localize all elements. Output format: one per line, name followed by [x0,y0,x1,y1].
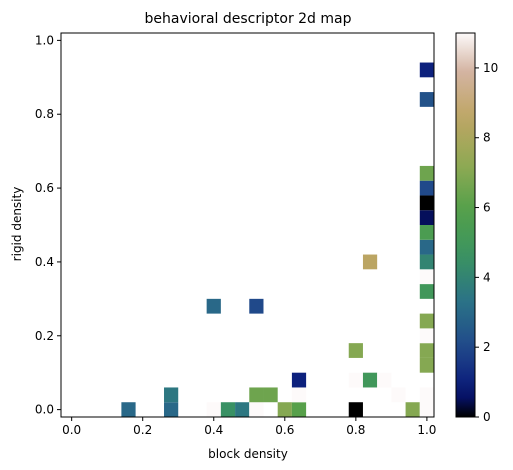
heatmap-cell [419,225,434,240]
heatmap-cell [419,195,434,211]
heatmap-cell [362,254,378,270]
y-tick-label: 0.0 [35,403,54,417]
plot-frame [60,32,435,418]
y-tick-label: 0.4 [35,255,54,269]
heatmap-cell [419,62,434,78]
heatmap-cell [419,402,434,417]
heatmap-cell [419,328,434,344]
heatmap-cell [121,402,136,417]
colorbar: 0 2 4 6 8 10 [455,32,498,424]
x-tick-label: 0.4 [204,423,223,437]
heatmap-cell [348,402,363,417]
heatmap-cell [419,92,434,107]
y-axis: 0.0 0.2 0.4 0.6 0.8 1.0 [35,33,61,417]
heatmap-cell [419,343,434,358]
x-axis-label: block density [208,447,288,461]
colorbar-gradient [455,32,476,418]
x-axis: 0.0 0.2 0.4 0.6 0.8 1.0 [62,417,436,437]
heatmap-cell [249,387,264,403]
heatmap-cell [220,402,236,417]
colorbar-tick-label: 0 [483,410,491,424]
heatmap-cell [362,372,378,388]
heatmap-cell [249,402,264,417]
heatmap-cell [377,372,392,388]
heatmap-cell [206,402,221,417]
heatmap-cell [206,298,221,314]
heatmap-cell [419,357,434,373]
colorbar-tick-label: 2 [483,340,491,354]
chart-title: behavioral descriptor 2d map [145,11,352,27]
heatmap-cell [419,269,434,285]
colorbar-tick-label: 4 [483,270,491,284]
heatmap-cell [419,180,434,196]
colorbar-tick-label: 8 [483,131,491,145]
heatmap-cell [405,402,420,417]
colorbar-tick-label: 10 [483,61,498,75]
y-tick-label: 1.0 [35,33,54,47]
colorbar-tick-label: 6 [483,201,491,215]
heatmap-cell [164,402,179,417]
heatmap-cell [291,402,307,417]
plot-area [60,32,435,418]
heatmap-cell [419,387,434,403]
heatmap-cell [419,284,434,299]
heatmap-cell [419,210,434,225]
y-axis-label: rigid density [10,187,24,262]
heatmap-cell [419,254,434,270]
heatmap-cell [348,343,363,358]
heatmap-cell [263,387,278,403]
heatmap-cell [277,402,292,417]
x-tick-label: 1.0 [417,423,436,437]
y-tick-label: 0.2 [35,329,54,343]
heatmap-cell [391,387,406,403]
heatmap-cell [419,165,434,181]
x-tick-label: 0.8 [346,423,365,437]
heatmap-cell [348,372,363,388]
heatmap-cell [419,239,434,255]
y-tick-label: 0.6 [35,181,54,195]
heatmap-cell [291,372,307,388]
x-tick-label: 0.2 [133,423,152,437]
heatmap-cell [164,387,179,403]
heatmap-cell [291,387,307,403]
heatmap-cell [235,402,250,417]
x-tick-label: 0.6 [275,423,294,437]
heatmap-cell [249,298,264,314]
heatmap-cell [419,313,434,329]
y-tick-label: 0.8 [35,107,54,121]
x-tick-label: 0.0 [62,423,81,437]
